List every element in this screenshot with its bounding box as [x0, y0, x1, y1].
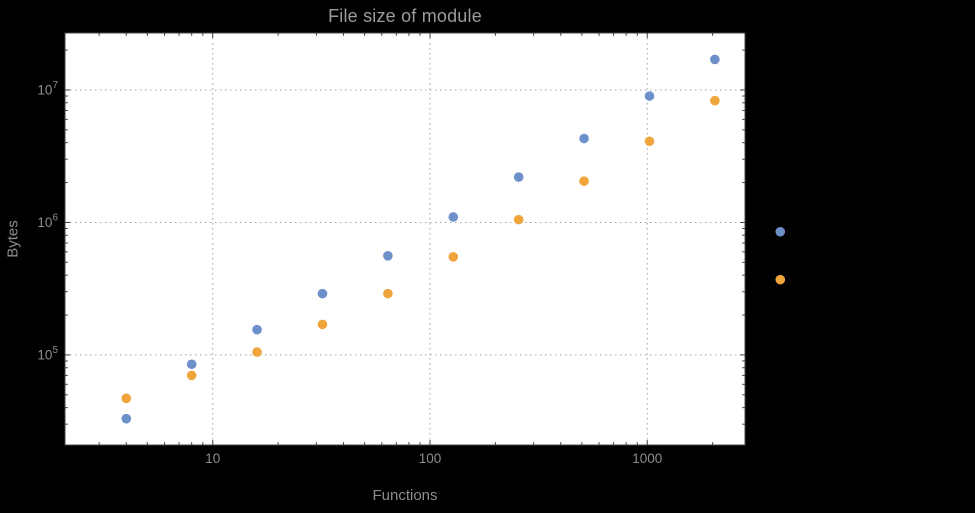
data-point-series-1-blue [579, 133, 589, 144]
data-point-series-2-orange [513, 214, 524, 225]
data-point-series-1-blue [252, 324, 262, 335]
data-point-series-2-orange [186, 370, 197, 381]
data-point-series-1-blue [383, 250, 393, 261]
data-point-series-2-orange [775, 274, 786, 285]
chart-title: File size of module [328, 6, 482, 26]
data-point-series-2-orange [383, 288, 393, 299]
y-tick-label: 105 [37, 345, 58, 363]
data-point-series-1-blue [513, 172, 524, 182]
x-tick-label: 10 [205, 451, 220, 466]
y-tick-label: 107 [37, 80, 58, 98]
data-point-series-2-orange [710, 95, 720, 106]
plot-area [65, 33, 745, 445]
x-tick-label: 1000 [632, 451, 662, 466]
y-tick-label: 106 [37, 212, 58, 230]
data-point-series-1-blue [448, 212, 459, 222]
y-axis-label: Bytes [4, 220, 22, 258]
data-point-series-1-blue [644, 91, 655, 101]
x-axis-label: Functions [372, 487, 438, 504]
data-point-series-1-blue [186, 359, 197, 370]
data-point-series-1-blue [317, 288, 328, 299]
plot-frame [64, 32, 746, 446]
data-point-series-1-blue [710, 54, 720, 65]
data-point-series-1-blue [775, 226, 786, 237]
data-point-series-2-orange [644, 136, 655, 147]
data-point-series-2-orange [252, 347, 262, 357]
data-point-series-1-blue [121, 413, 132, 424]
data-point-series-2-orange [448, 252, 459, 262]
data-point-series-2-orange [579, 176, 589, 186]
data-point-series-2-orange [121, 393, 132, 404]
data-point-series-2-orange [317, 319, 328, 330]
x-tick-label: 100 [419, 451, 442, 466]
